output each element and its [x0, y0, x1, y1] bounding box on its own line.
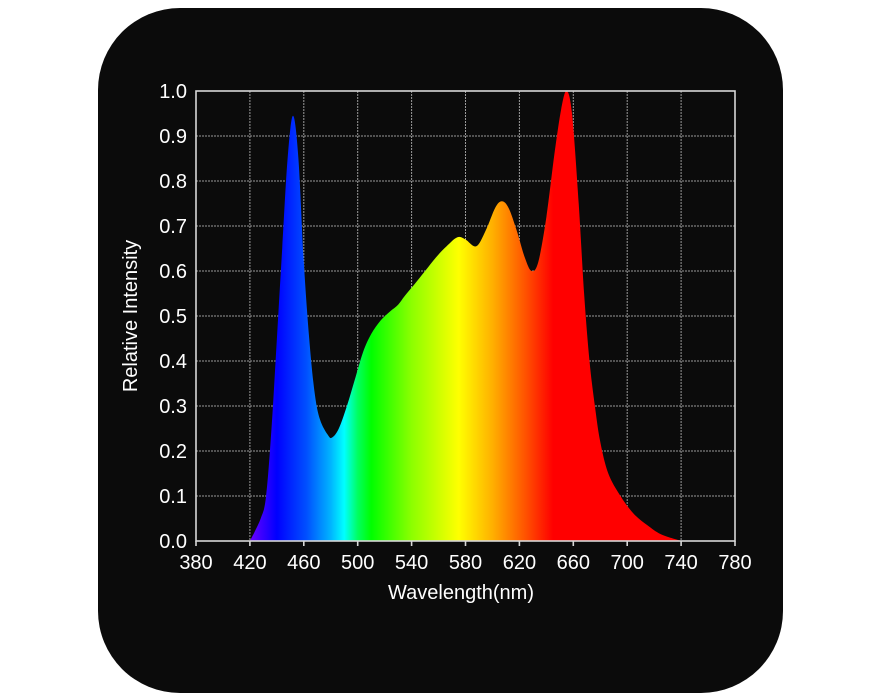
- x-tick-label: 780: [718, 552, 751, 574]
- y-tick-label: 1.0: [159, 81, 187, 103]
- y-axis-ticks: 0.0 0.1 0.2 0.3 0.4 0.5 0.6 0.7 0.8 0.9 1.0: [159, 81, 187, 553]
- y-tick-label: 0.3: [159, 396, 187, 418]
- y-tick-label: 0.6: [159, 261, 187, 283]
- x-tick-label: 380: [179, 552, 212, 574]
- y-axis-title: Relative Intensity: [120, 240, 142, 392]
- x-tick-label: 580: [449, 552, 482, 574]
- spectrum-area: [249, 90, 682, 541]
- y-tick-label: 0.4: [159, 351, 187, 373]
- x-tick-label: 740: [664, 552, 697, 574]
- x-tick-label: 660: [557, 552, 590, 574]
- y-tick-label: 0.2: [159, 441, 187, 463]
- x-axis-title: Wavelength(nm): [388, 582, 534, 604]
- y-tick-label: 0.7: [159, 216, 187, 238]
- y-tick-label: 0.8: [159, 171, 187, 193]
- x-tick-label: 620: [503, 552, 536, 574]
- x-tick-label: 420: [233, 552, 266, 574]
- x-tick-label: 540: [395, 552, 428, 574]
- y-tick-label: 0.9: [159, 126, 187, 148]
- x-tick-label: 500: [341, 552, 374, 574]
- x-tick-label: 460: [287, 552, 320, 574]
- x-tick-label: 700: [611, 552, 644, 574]
- y-tick-label: 0.0: [159, 531, 187, 553]
- y-tick-label: 0.1: [159, 486, 187, 508]
- x-axis-ticks: 380 420 460 500 540 580 620 660 700 740 780: [179, 541, 752, 574]
- y-tick-label: 0.5: [159, 306, 187, 328]
